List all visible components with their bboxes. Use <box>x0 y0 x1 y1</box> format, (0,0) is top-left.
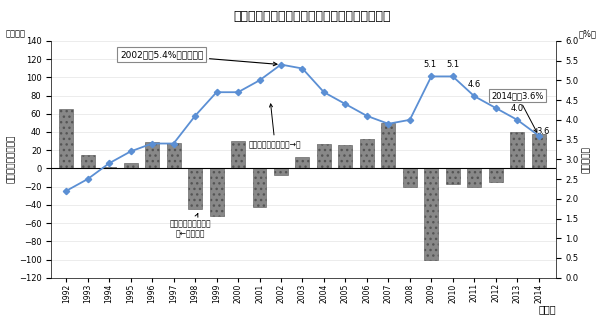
Text: 5.1: 5.1 <box>424 60 437 69</box>
Bar <box>81 155 95 169</box>
Bar <box>59 109 73 169</box>
Bar <box>188 169 202 209</box>
Bar <box>338 145 352 169</box>
Bar <box>253 169 266 207</box>
X-axis label: （年）: （年） <box>538 304 556 314</box>
Bar <box>274 169 288 175</box>
Bar <box>446 169 460 184</box>
Bar <box>424 169 438 259</box>
Text: 図　完全失業率及び就業者の対前年増減の推移: 図 完全失業率及び就業者の対前年増減の推移 <box>233 10 391 22</box>
Text: 5.1: 5.1 <box>446 60 460 69</box>
Text: 4.6: 4.6 <box>467 80 481 89</box>
Bar <box>403 169 417 187</box>
Bar <box>489 169 503 182</box>
Text: （万人）: （万人） <box>6 30 26 39</box>
Y-axis label: 就業者の対前年増減: 就業者の対前年増減 <box>7 135 16 184</box>
Bar <box>124 163 137 169</box>
Text: 4.3: 4.3 <box>489 92 502 101</box>
Text: 完全失業率（右目盛→）: 完全失業率（右目盛→） <box>249 104 301 150</box>
Bar <box>510 132 524 169</box>
Text: 2014年　3.6%: 2014年 3.6% <box>491 91 544 132</box>
Bar <box>295 157 310 169</box>
Text: 2002年　5.4%と過去最高: 2002年 5.4%と過去最高 <box>120 50 277 66</box>
Bar <box>231 141 245 169</box>
Text: 4.0: 4.0 <box>511 104 524 113</box>
Bar <box>209 169 224 216</box>
Bar <box>467 169 481 187</box>
Bar <box>145 142 159 169</box>
Text: （%）: （%） <box>578 30 596 39</box>
Bar <box>167 143 181 169</box>
Bar <box>360 139 374 169</box>
Bar <box>102 167 116 169</box>
Text: 3.6: 3.6 <box>536 127 550 136</box>
Bar <box>532 134 545 169</box>
Text: 就業者の対前年増減
（←左目盛）: 就業者の対前年増減 （←左目盛） <box>170 214 212 239</box>
Y-axis label: 完全失業率: 完全失業率 <box>581 146 590 173</box>
Bar <box>382 123 395 169</box>
Bar <box>317 144 331 169</box>
